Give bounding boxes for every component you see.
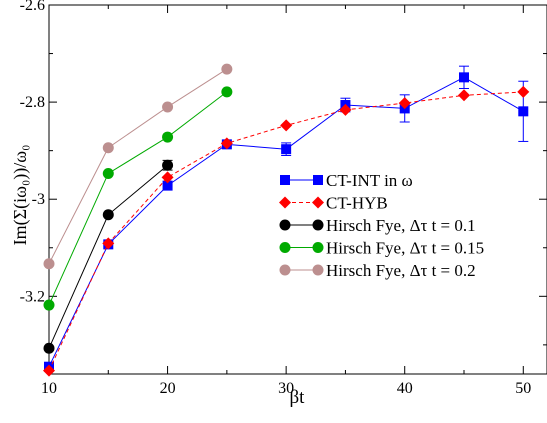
legend-item-1: CT-HYB xyxy=(279,194,388,213)
data-point xyxy=(102,167,114,179)
series-line xyxy=(48,91,228,306)
data-point xyxy=(43,364,55,377)
data-point xyxy=(102,237,115,250)
legend-marker xyxy=(312,196,324,209)
data-point xyxy=(280,119,293,132)
legend-marker xyxy=(312,219,324,231)
legend-label: Hirsch Fye, Δτ t = 0.2 xyxy=(326,261,476,280)
y-tick-label: -3.2 xyxy=(20,288,45,305)
legend-marker xyxy=(279,242,291,253)
data-point xyxy=(459,72,469,83)
y-tick-label: -2.6 xyxy=(20,0,45,14)
legend-marker xyxy=(279,196,291,209)
data-point xyxy=(161,171,174,184)
data-point xyxy=(339,103,352,116)
legend-item-0: CT-INT in ω xyxy=(280,171,413,190)
data-point xyxy=(162,101,174,113)
x-tick-label: 30 xyxy=(278,380,294,397)
data-point xyxy=(398,97,411,110)
data-point xyxy=(43,258,55,270)
data-point xyxy=(221,63,233,75)
legend-marker xyxy=(313,175,323,185)
plot-frame xyxy=(48,4,547,375)
series-1 xyxy=(43,85,530,377)
data-point xyxy=(102,142,114,154)
legend-label: Hirsch Fye, Δτ t = 0.15 xyxy=(326,239,484,258)
legend-marker xyxy=(279,219,291,231)
data-point xyxy=(43,342,55,354)
data-point xyxy=(221,86,233,98)
data-point xyxy=(518,106,529,117)
series-3 xyxy=(43,86,233,311)
legend-marker xyxy=(312,264,324,276)
legend-item-3: Hirsch Fye, Δτ t = 0.15 xyxy=(279,239,484,258)
legend-label: CT-HYB xyxy=(326,194,388,213)
legend: CT-INT in ω CT-HYB Hirsch Fye, Δτ t = 0.1 H… xyxy=(279,171,484,280)
y-axis-label: Im(Σ(iω₀))/ω₀ xyxy=(10,145,31,246)
x-tick-label: 20 xyxy=(160,380,176,397)
series-line xyxy=(48,68,228,265)
data-point xyxy=(458,89,470,102)
data-point xyxy=(281,144,292,155)
legend-label: Hirsch Fye, Δτ t = 0.1 xyxy=(326,216,476,235)
legend-marker xyxy=(279,264,291,276)
data-point xyxy=(162,159,174,171)
x-tick-label: 10 xyxy=(41,380,57,397)
series-line xyxy=(48,164,168,349)
data-point xyxy=(102,209,114,221)
axes: 10 20 30 40 50 -3.2 -3 -2.8 -2.6 xyxy=(20,0,547,397)
x-tick-label: 50 xyxy=(515,380,531,397)
legend-marker xyxy=(312,242,324,253)
y-tick-label: -2.8 xyxy=(20,94,45,111)
data-point xyxy=(43,299,55,311)
series-4 xyxy=(43,63,233,270)
x-tick-label: 40 xyxy=(397,380,413,397)
data-point xyxy=(517,85,530,98)
legend-label: CT-INT in ω xyxy=(326,171,413,190)
series-2 xyxy=(43,159,174,354)
data-point xyxy=(162,180,173,191)
data-point xyxy=(220,137,233,150)
y-tick-label: -3 xyxy=(32,191,45,208)
legend-item-4: Hirsch Fye, Δτ t = 0.2 xyxy=(279,261,476,280)
legend-item-2: Hirsch Fye, Δτ t = 0.1 xyxy=(279,216,476,235)
x-axis-label: βt xyxy=(290,387,306,408)
legend-marker xyxy=(280,175,290,185)
series-layer xyxy=(43,63,530,377)
data-point xyxy=(162,131,174,143)
